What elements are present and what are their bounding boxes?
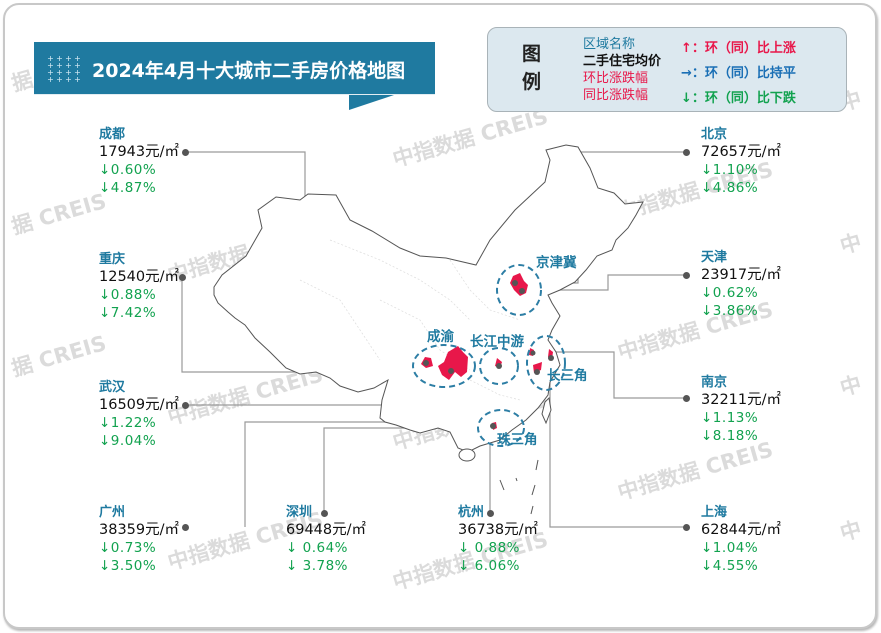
city-card-beijing: 北京 72657元/㎡ ↓1.10% ↓4.86% bbox=[701, 127, 781, 197]
city-name: 上海 bbox=[701, 505, 728, 520]
city-card-chengdu: 成都 17943元/㎡ ↓0.60% ↓4.87% bbox=[99, 127, 179, 197]
decorative-dots-icon: + + + + + + + + + + + + + + + + bbox=[47, 54, 81, 84]
region-label-jingjinji: 京津冀 bbox=[536, 255, 577, 271]
legend-box: 图例 区域名称 二手住宅均价 环比涨跌幅 同比涨跌幅 ↑：环（同）比上涨 →：环… bbox=[487, 27, 847, 112]
city-marker-dot bbox=[182, 402, 189, 409]
city-yoy-change: ↓3.50% bbox=[99, 558, 157, 574]
city-card-shenzhen: 深圳 69448元/㎡ ↓ 0.64% ↓ 3.78% bbox=[286, 505, 366, 575]
city-yoy-change: ↓7.42% bbox=[99, 305, 157, 321]
city-price: 12540元/㎡ bbox=[99, 269, 180, 285]
city-name: 杭州 bbox=[458, 505, 485, 520]
city-yoy-change: ↓8.18% bbox=[701, 428, 759, 444]
city-marker-dot bbox=[683, 149, 690, 156]
city-mom-change: ↓0.60% bbox=[99, 162, 157, 178]
city-mom-change: ↓ 0.88% bbox=[458, 540, 520, 556]
city-card-tianjin: 天津 23917元/㎡ ↓0.62% ↓3.86% bbox=[701, 250, 781, 320]
city-price: 72657元/㎡ bbox=[701, 144, 782, 160]
region-label-yangtze-delta: 长三角 bbox=[547, 368, 588, 384]
city-price: 32211元/㎡ bbox=[701, 392, 782, 408]
legend-item-region-name: 区域名称 bbox=[583, 37, 636, 52]
city-mom-change: ↓1.13% bbox=[701, 410, 759, 426]
city-yoy-change: ↓4.55% bbox=[701, 558, 759, 574]
city-card-nanjing: 南京 32211元/㎡ ↓1.13% ↓8.18% bbox=[701, 375, 781, 445]
city-marker-dot bbox=[182, 149, 189, 156]
city-name: 武汉 bbox=[99, 380, 126, 395]
legend-items: 区域名称 二手住宅均价 环比涨跌幅 同比涨跌幅 bbox=[583, 36, 661, 104]
city-card-shanghai: 上海 62844元/㎡ ↓1.04% ↓4.55% bbox=[701, 505, 781, 575]
legend-up-arrow: ↑：环（同）比上涨 bbox=[681, 41, 796, 56]
city-mom-change: ↓ 0.64% bbox=[286, 540, 348, 556]
city-price: 23917元/㎡ bbox=[701, 267, 782, 283]
title-banner bbox=[34, 42, 435, 94]
city-marker-dot bbox=[321, 510, 328, 517]
city-mom-change: ↓0.88% bbox=[99, 287, 157, 303]
city-card-wuhan: 武汉 16509元/㎡ ↓1.22% ↓9.04% bbox=[99, 380, 179, 450]
city-price: 36738元/㎡ bbox=[458, 522, 539, 538]
city-mom-change: ↓0.73% bbox=[99, 540, 157, 556]
region-label-yangtze-middle: 长江中游 bbox=[470, 334, 524, 350]
legend-down-arrow: ↓：环（同）比下跌 bbox=[681, 91, 796, 106]
city-price: 16509元/㎡ bbox=[99, 397, 180, 413]
legend-item-avg-price: 二手住宅均价 bbox=[583, 54, 662, 69]
legend-flat-arrow: →：环（同）比持平 bbox=[681, 66, 796, 81]
region-label-chengyu: 成渝 bbox=[427, 329, 454, 345]
city-price: 38359元/㎡ bbox=[99, 522, 180, 538]
city-mom-change: ↓1.10% bbox=[701, 162, 759, 178]
region-label-pearl-delta: 珠三角 bbox=[497, 432, 538, 448]
legend-symbols: ↑：环（同）比上涨 →：环（同）比持平 ↓：环（同）比下跌 bbox=[681, 36, 796, 111]
city-yoy-change: ↓ 3.78% bbox=[286, 558, 348, 574]
city-marker-dot bbox=[683, 272, 690, 279]
city-yoy-change: ↓9.04% bbox=[99, 433, 157, 449]
city-card-chongqing: 重庆 12540元/㎡ ↓0.88% ↓7.42% bbox=[99, 252, 179, 322]
city-marker-dot bbox=[683, 395, 690, 402]
city-mom-change: ↓1.04% bbox=[701, 540, 759, 556]
legend-item-mom: 环比涨跌幅 bbox=[583, 71, 649, 86]
city-price: 69448元/㎡ bbox=[286, 522, 367, 538]
city-name: 北京 bbox=[701, 127, 728, 142]
city-mom-change: ↓1.22% bbox=[99, 415, 157, 431]
city-yoy-change: ↓3.86% bbox=[701, 303, 759, 319]
city-card-hangzhou: 杭州 36738元/㎡ ↓ 0.88% ↓ 6.06% bbox=[458, 505, 538, 575]
region-circles bbox=[412, 264, 566, 447]
legend-heading: 图例 bbox=[522, 43, 542, 93]
city-name: 天津 bbox=[701, 250, 728, 265]
city-name: 重庆 bbox=[99, 252, 126, 267]
city-name: 成都 bbox=[99, 127, 126, 142]
city-name: 广州 bbox=[99, 505, 126, 520]
city-price: 62844元/㎡ bbox=[701, 522, 782, 538]
city-marker-dot bbox=[683, 524, 690, 531]
city-marker-dot bbox=[182, 524, 189, 531]
city-name: 深圳 bbox=[286, 505, 313, 520]
city-name: 南京 bbox=[701, 375, 728, 390]
city-mom-change: ↓0.62% bbox=[701, 285, 759, 301]
legend-item-yoy: 同比涨跌幅 bbox=[583, 88, 649, 103]
city-price: 17943元/㎡ bbox=[99, 144, 180, 160]
city-yoy-change: ↓ 6.06% bbox=[458, 558, 520, 574]
city-yoy-change: ↓4.87% bbox=[99, 180, 157, 196]
city-yoy-change: ↓4.86% bbox=[701, 180, 759, 196]
page-title: 2024年4月十大城市二手房价格地图 bbox=[92, 60, 406, 82]
city-marker-dot bbox=[179, 274, 186, 281]
city-marker-dot bbox=[487, 510, 494, 517]
city-card-guangzhou: 广州 38359元/㎡ ↓0.73% ↓3.50% bbox=[99, 505, 179, 575]
